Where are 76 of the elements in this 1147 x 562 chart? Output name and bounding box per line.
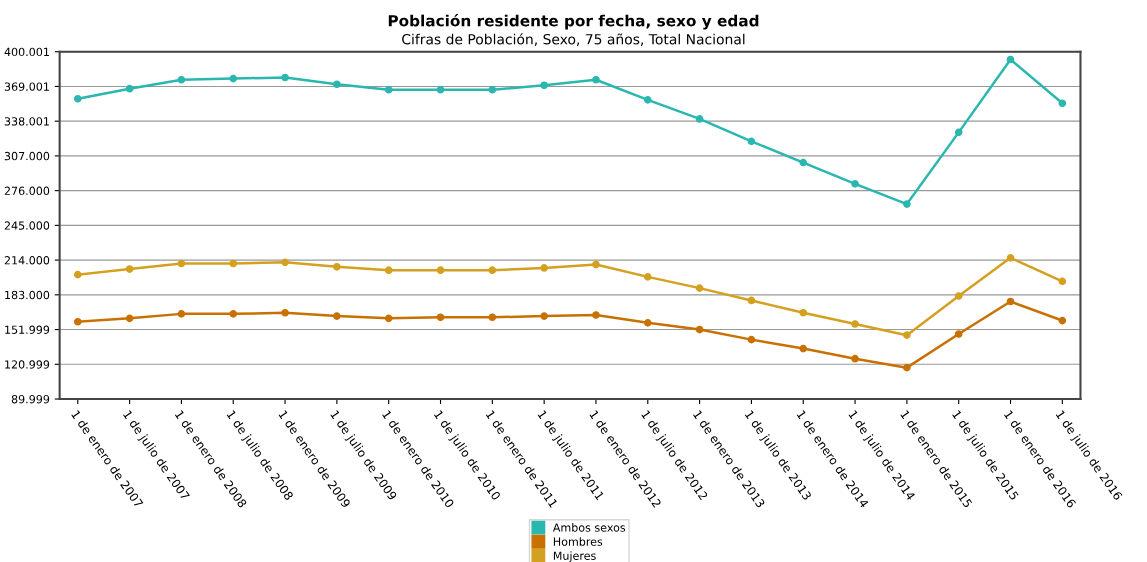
point xyxy=(333,80,341,89)
point xyxy=(125,84,134,93)
point xyxy=(851,354,859,363)
point xyxy=(540,264,548,272)
point xyxy=(592,311,600,319)
y-tick-label: 369.001 xyxy=(4,82,49,91)
y-tick-label: 338.001 xyxy=(4,117,49,126)
point xyxy=(384,85,393,94)
point xyxy=(695,325,704,334)
point xyxy=(643,273,652,281)
y-tick-label: 151.999 xyxy=(5,325,50,334)
y-tick-label: 120.999 xyxy=(5,360,50,369)
legend-label: Hombres xyxy=(553,537,603,546)
point xyxy=(954,128,963,137)
point xyxy=(177,310,186,318)
point xyxy=(1006,55,1015,64)
point xyxy=(747,296,756,305)
point xyxy=(384,266,393,274)
y-tick-label: 307.000 xyxy=(4,151,50,161)
point xyxy=(1006,297,1015,306)
point xyxy=(954,292,963,300)
legend-label: Ambos sexos xyxy=(552,523,626,532)
y-tick-label: 214.000 xyxy=(4,256,50,265)
point xyxy=(643,96,652,104)
point xyxy=(799,158,808,167)
point xyxy=(1058,316,1067,325)
point xyxy=(851,180,859,188)
point xyxy=(229,310,238,318)
point xyxy=(1058,277,1067,286)
y-tick-label: 89.999 xyxy=(11,394,50,404)
point xyxy=(695,284,704,292)
chart-title: Población residente por fecha, sexo y edad xyxy=(388,14,759,30)
y-tick-label: 400.001 xyxy=(4,47,49,57)
y-tick-label: 245.000 xyxy=(4,221,50,230)
point xyxy=(799,308,808,317)
point xyxy=(436,85,445,94)
point xyxy=(903,363,911,372)
point xyxy=(488,313,497,322)
point xyxy=(73,270,82,279)
point xyxy=(125,265,134,273)
point xyxy=(73,94,82,103)
point xyxy=(1006,254,1015,262)
point xyxy=(177,259,186,268)
point xyxy=(488,85,497,94)
point xyxy=(73,317,82,326)
point xyxy=(799,344,808,353)
point xyxy=(695,115,704,123)
point xyxy=(592,75,600,84)
point xyxy=(177,75,186,84)
point xyxy=(384,314,393,323)
legend-label: Mujeres xyxy=(553,551,596,562)
point xyxy=(540,81,548,90)
point xyxy=(333,262,341,271)
point xyxy=(281,258,289,267)
y-tick-label: 183.000 xyxy=(5,290,50,300)
y-tick-label: 276.000 xyxy=(4,186,50,196)
point xyxy=(851,320,859,328)
point xyxy=(1058,99,1067,108)
point xyxy=(903,331,911,339)
point xyxy=(488,266,497,274)
point xyxy=(436,313,445,322)
point xyxy=(436,266,445,274)
point xyxy=(643,319,652,327)
point xyxy=(747,137,756,146)
point xyxy=(592,260,600,269)
point xyxy=(954,330,963,338)
point xyxy=(747,335,756,344)
point xyxy=(229,74,238,83)
point xyxy=(125,314,134,323)
chart-subtitle: Cifras de Población, Sexo, 75 años, Total Nacional xyxy=(402,33,745,46)
point xyxy=(229,259,238,268)
point xyxy=(281,308,289,317)
point xyxy=(903,200,911,208)
point xyxy=(333,312,341,320)
point xyxy=(540,312,548,320)
point xyxy=(281,73,289,82)
